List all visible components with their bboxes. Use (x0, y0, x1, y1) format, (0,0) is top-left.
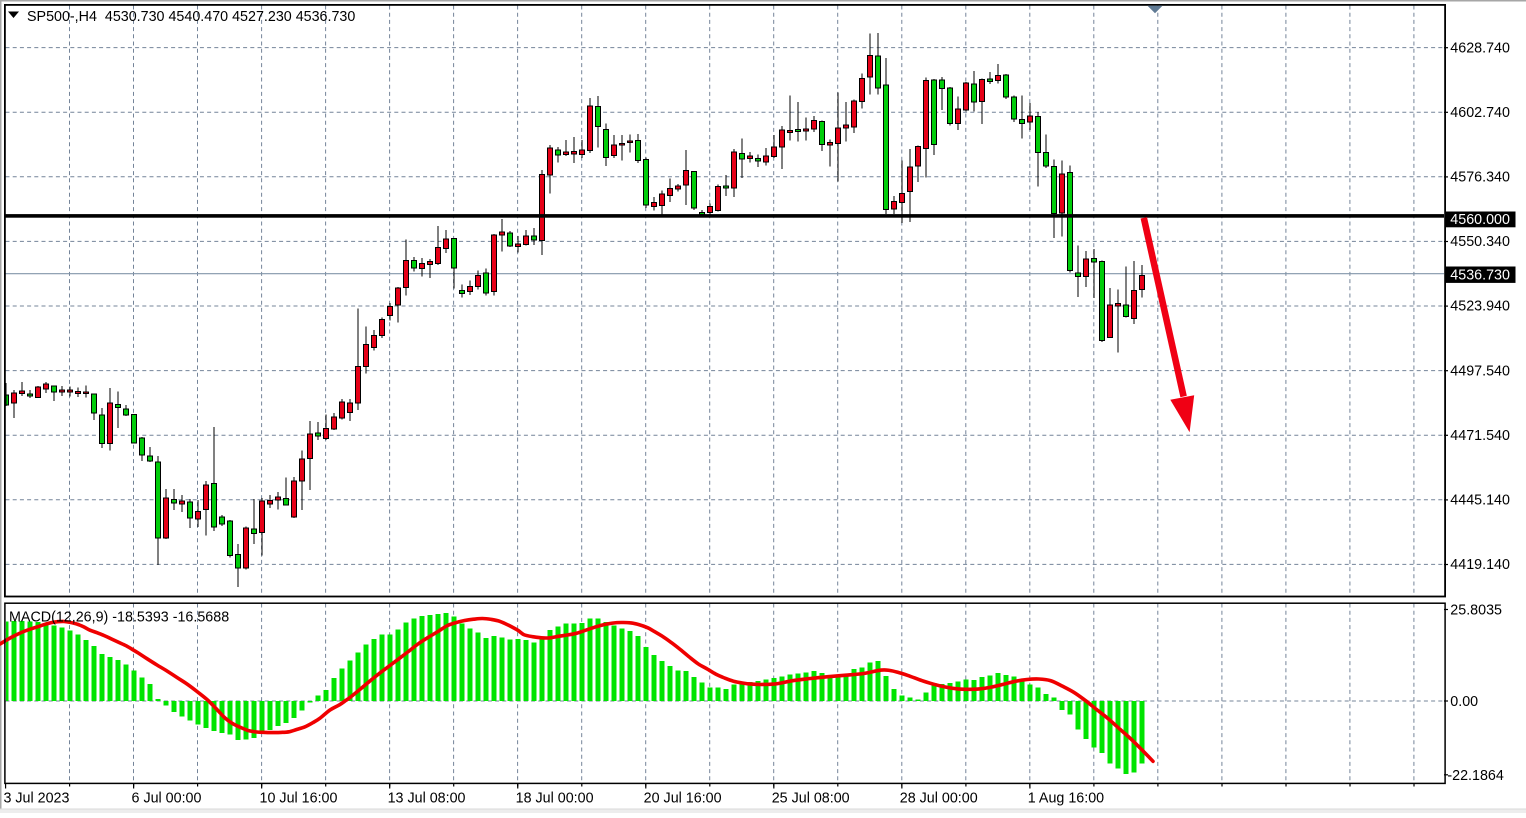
svg-text:20 Jul 16:00: 20 Jul 16:00 (644, 791, 722, 807)
svg-text:4523.940: 4523.940 (1450, 299, 1510, 315)
svg-text:6 Jul 00:00: 6 Jul 00:00 (132, 791, 202, 807)
svg-text:10 Jul 16:00: 10 Jul 16:00 (260, 791, 338, 807)
svg-text:MACD(12,26,9) -18.5393 -16.568: MACD(12,26,9) -18.5393 -16.5688 (9, 610, 229, 626)
svg-text:0.00: 0.00 (1450, 694, 1478, 710)
svg-text:-22.1864: -22.1864 (1447, 768, 1503, 784)
svg-text:3 Jul 2023: 3 Jul 2023 (3, 791, 69, 807)
svg-text:4471.540: 4471.540 (1450, 428, 1510, 444)
svg-text:4550.340: 4550.340 (1450, 234, 1510, 250)
svg-text:28 Jul 00:00: 28 Jul 00:00 (900, 791, 978, 807)
svg-text:4419.140: 4419.140 (1450, 557, 1510, 573)
svg-text:4576.340: 4576.340 (1450, 170, 1510, 186)
svg-text:4445.140: 4445.140 (1450, 493, 1510, 509)
svg-text:4602.740: 4602.740 (1450, 105, 1510, 121)
svg-text:4628.740: 4628.740 (1450, 40, 1510, 56)
svg-text:4497.540: 4497.540 (1450, 363, 1510, 379)
svg-text:SP500-,H4 4530.730 4540.470 4: SP500-,H4 4530.730 4540.470 4527.230 453… (27, 9, 355, 25)
svg-text:25 Jul 08:00: 25 Jul 08:00 (772, 791, 850, 807)
svg-text:25.8035: 25.8035 (1450, 603, 1502, 619)
svg-text:4536.730: 4536.730 (1450, 268, 1510, 284)
svg-text:4560.000: 4560.000 (1450, 212, 1510, 228)
svg-text:13 Jul 08:00: 13 Jul 08:00 (388, 791, 466, 807)
svg-text:18 Jul 00:00: 18 Jul 00:00 (516, 791, 594, 807)
svg-text:1 Aug 16:00: 1 Aug 16:00 (1028, 791, 1104, 807)
